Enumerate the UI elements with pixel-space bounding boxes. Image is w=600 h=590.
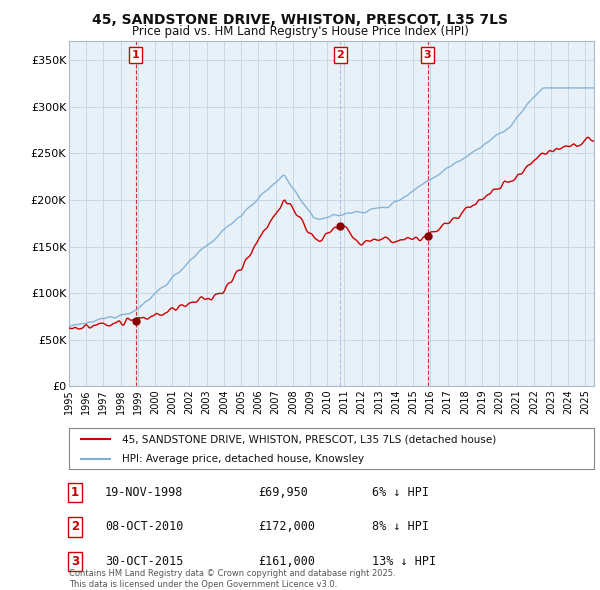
Text: 45, SANDSTONE DRIVE, WHISTON, PRESCOT, L35 7LS: 45, SANDSTONE DRIVE, WHISTON, PRESCOT, L… bbox=[92, 13, 508, 27]
Text: 13% ↓ HPI: 13% ↓ HPI bbox=[372, 555, 436, 568]
Text: 8% ↓ HPI: 8% ↓ HPI bbox=[372, 520, 429, 533]
Text: 3: 3 bbox=[71, 555, 79, 568]
Text: £161,000: £161,000 bbox=[258, 555, 315, 568]
Text: HPI: Average price, detached house, Knowsley: HPI: Average price, detached house, Know… bbox=[121, 454, 364, 464]
Text: Price paid vs. HM Land Registry's House Price Index (HPI): Price paid vs. HM Land Registry's House … bbox=[131, 25, 469, 38]
Text: £172,000: £172,000 bbox=[258, 520, 315, 533]
Text: 2: 2 bbox=[71, 520, 79, 533]
Text: 3: 3 bbox=[424, 50, 431, 60]
Text: 6% ↓ HPI: 6% ↓ HPI bbox=[372, 486, 429, 499]
Text: 08-OCT-2010: 08-OCT-2010 bbox=[105, 520, 184, 533]
Text: 1: 1 bbox=[71, 486, 79, 499]
Text: 2: 2 bbox=[337, 50, 344, 60]
Text: 30-OCT-2015: 30-OCT-2015 bbox=[105, 555, 184, 568]
Text: 19-NOV-1998: 19-NOV-1998 bbox=[105, 486, 184, 499]
Text: 45, SANDSTONE DRIVE, WHISTON, PRESCOT, L35 7LS (detached house): 45, SANDSTONE DRIVE, WHISTON, PRESCOT, L… bbox=[121, 434, 496, 444]
Text: 1: 1 bbox=[132, 50, 140, 60]
Text: £69,950: £69,950 bbox=[258, 486, 308, 499]
Text: Contains HM Land Registry data © Crown copyright and database right 2025.
This d: Contains HM Land Registry data © Crown c… bbox=[69, 569, 395, 589]
